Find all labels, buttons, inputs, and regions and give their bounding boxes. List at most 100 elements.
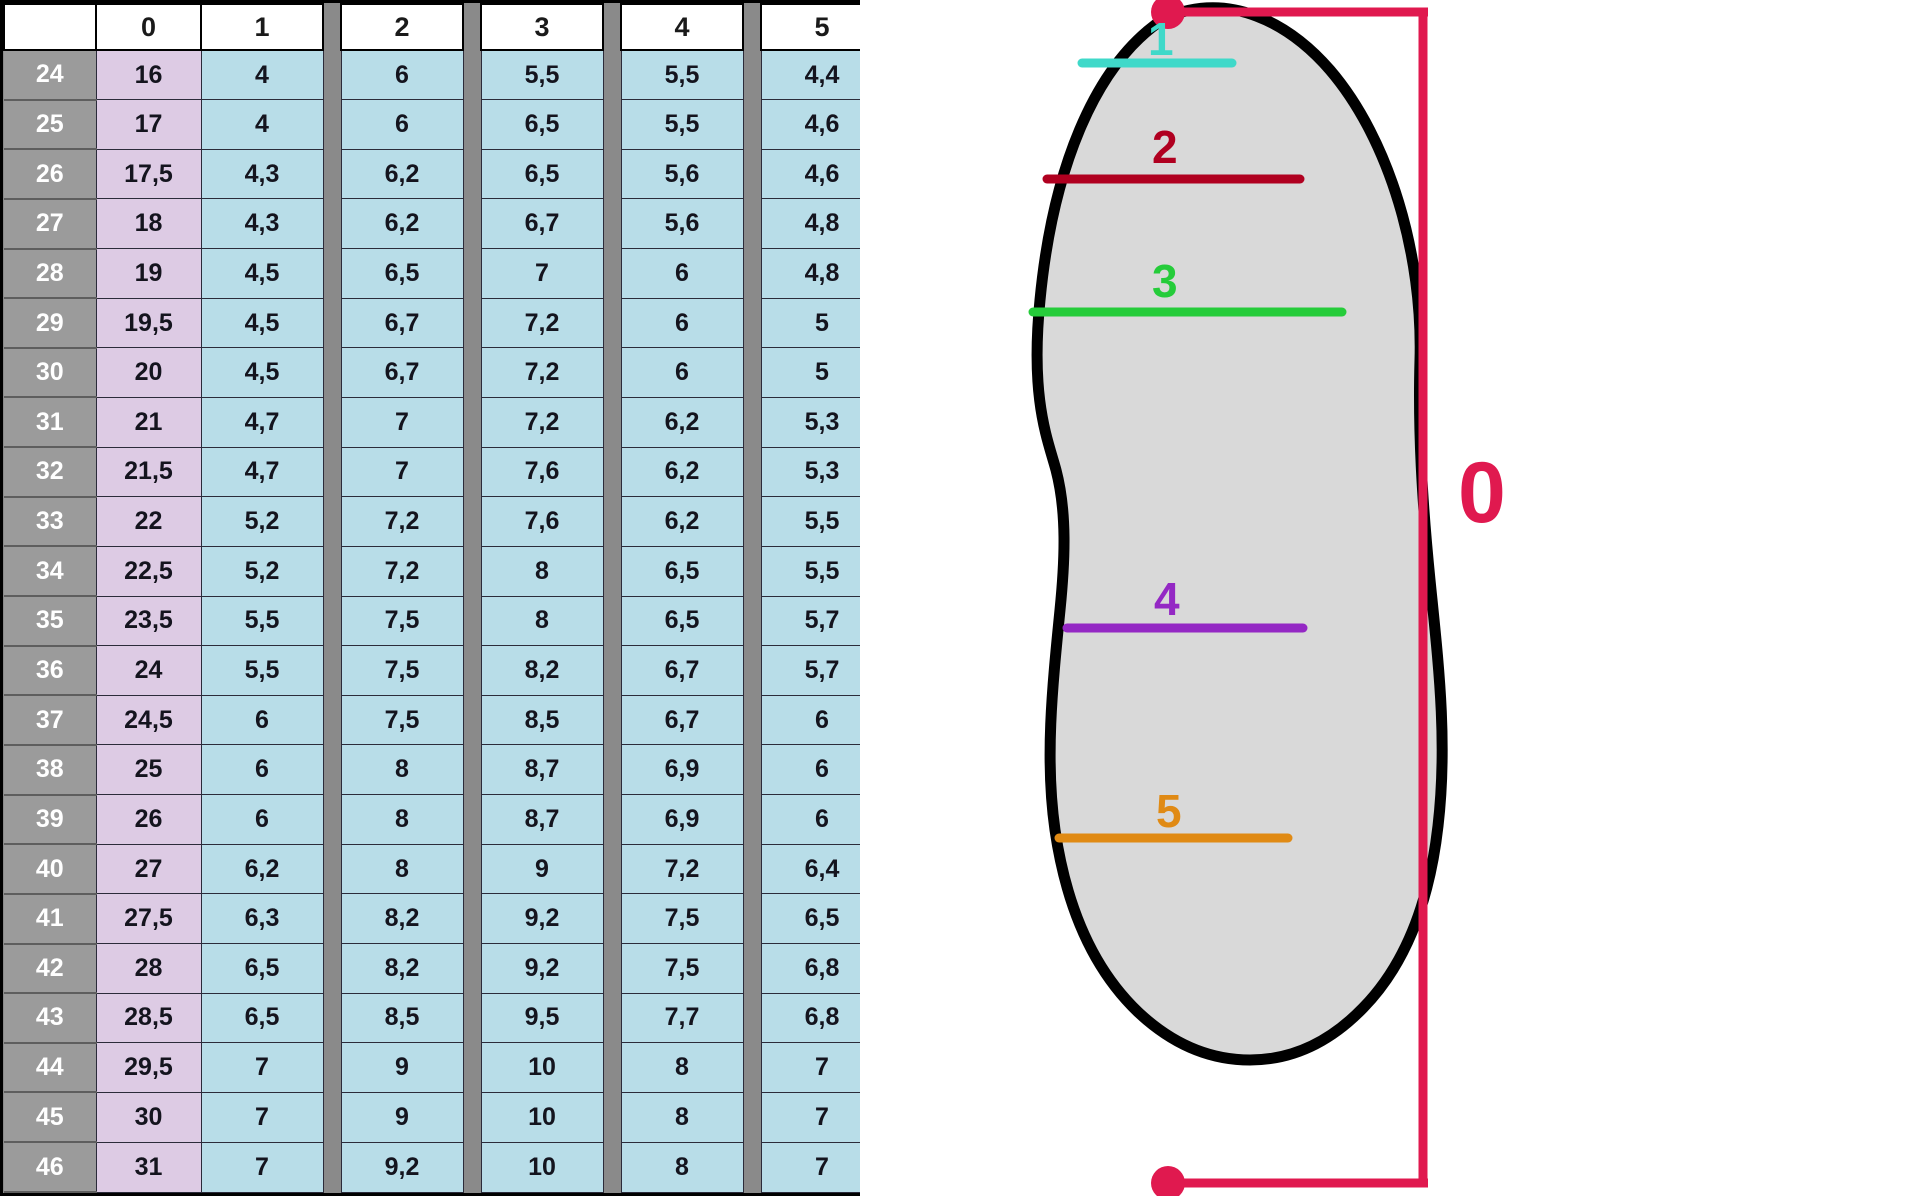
gutter-cell bbox=[743, 596, 761, 646]
gutter-cell bbox=[323, 149, 341, 199]
gutter-cell bbox=[463, 844, 481, 894]
table-cell-col-3: 8,2 bbox=[480, 645, 604, 696]
table-cell-col-0: 21 bbox=[95, 396, 202, 448]
row-header-size: 30 bbox=[4, 346, 96, 399]
table-cell-col-2: 7,5 bbox=[340, 595, 464, 647]
row-header-size: 39 bbox=[4, 793, 96, 846]
table-cell-col-4: 5,5 bbox=[620, 99, 744, 150]
table-cell-col-4: 5,6 bbox=[620, 198, 744, 250]
table-cell-col-2: 6 bbox=[340, 49, 464, 101]
table-cell-col-4: 5,5 bbox=[620, 49, 744, 101]
gutter-cell bbox=[603, 397, 621, 448]
table-cell-col-1: 6,2 bbox=[200, 843, 324, 895]
column-header-4: 4 bbox=[620, 3, 744, 51]
table-row: 29 19,5 4,5 6,7 7,2 6 5 bbox=[4, 297, 884, 349]
table-cell-col-2: 6 bbox=[340, 99, 464, 150]
table-cell-col-2: 9 bbox=[340, 1042, 464, 1093]
table-cell-col-3: 6,5 bbox=[480, 99, 604, 150]
column-header-0: 0 bbox=[95, 3, 202, 51]
table-cell-col-4: 6,5 bbox=[620, 595, 744, 647]
row-header-size: 36 bbox=[4, 644, 96, 697]
table-cell-col-3: 9,5 bbox=[480, 992, 604, 1044]
table-cell-col-2: 6,7 bbox=[340, 297, 464, 349]
row-header-size: 33 bbox=[4, 495, 96, 548]
table-row: 43 28,5 6,5 8,5 9,5 7,7 6,8 bbox=[4, 992, 884, 1044]
row-header-size: 29 bbox=[4, 297, 96, 349]
table-row: 31 21 4,7 7 7,2 6,2 5,3 bbox=[4, 396, 884, 449]
table-cell-col-0: 26 bbox=[95, 794, 202, 845]
gutter-cell bbox=[743, 943, 761, 994]
gutter-cell bbox=[603, 496, 621, 547]
table-cell-col-0: 29,5 bbox=[95, 1042, 202, 1093]
gutter-cell bbox=[603, 546, 621, 597]
gutter-cell bbox=[323, 347, 341, 398]
table-cell-col-1: 6 bbox=[200, 744, 324, 796]
table-cell-col-1: 7 bbox=[200, 1042, 324, 1093]
gutter-cell bbox=[603, 744, 621, 795]
row-header-size: 41 bbox=[4, 892, 96, 945]
table-cell-col-1: 5,5 bbox=[200, 645, 324, 696]
column-header-1: 1 bbox=[200, 3, 324, 51]
table-cell-col-4: 7,5 bbox=[620, 943, 744, 994]
row-header-size: 28 bbox=[4, 247, 96, 300]
gutter-cell bbox=[463, 496, 481, 547]
table-cell-col-4: 8 bbox=[620, 1042, 744, 1093]
gutter-cell bbox=[603, 447, 621, 497]
table-cell-col-2: 6,2 bbox=[340, 198, 464, 250]
gutter-cell bbox=[603, 149, 621, 199]
gutter-cell bbox=[463, 645, 481, 696]
sole-diagram-panel: 1 2 3 4 5 0 bbox=[860, 0, 1920, 1196]
gutter-cell bbox=[463, 447, 481, 497]
table-cell-col-3: 10 bbox=[480, 1091, 604, 1143]
table-row: 25 17 4 6 6,5 5,5 4,6 bbox=[4, 98, 884, 151]
table-cell-col-3: 8 bbox=[480, 545, 604, 597]
gutter-cell bbox=[743, 1142, 761, 1192]
column-header-3: 3 bbox=[480, 3, 604, 51]
table-cell-col-1: 5,5 bbox=[200, 595, 324, 647]
gutter-cell bbox=[743, 447, 761, 497]
gutter-cell bbox=[603, 794, 621, 845]
gutter-cell bbox=[463, 1092, 481, 1143]
gutter-cell bbox=[463, 695, 481, 745]
gutter-cell bbox=[603, 99, 621, 150]
table-cell-col-4: 6,5 bbox=[620, 545, 744, 597]
gutter-cell bbox=[323, 1142, 341, 1192]
gutter-cell bbox=[463, 198, 481, 249]
table-cell-col-1: 7 bbox=[200, 1091, 324, 1143]
gutter-cell bbox=[323, 744, 341, 795]
gutter-cell bbox=[603, 645, 621, 696]
measure-label-2: 2 bbox=[1152, 121, 1178, 173]
table-cell-col-4: 6 bbox=[620, 248, 744, 299]
gutter-cell bbox=[603, 248, 621, 299]
table-row: 27 18 4,3 6,2 6,7 5,6 4,8 bbox=[4, 197, 884, 250]
table-cell-col-3: 9,2 bbox=[480, 893, 604, 945]
gutter-cell bbox=[743, 50, 761, 100]
table-cell-col-3: 7,2 bbox=[480, 396, 604, 448]
gutter-cell bbox=[323, 645, 341, 696]
table-row: 36 24 5,5 7,5 8,2 6,7 5,7 bbox=[4, 644, 884, 697]
gutter-cell bbox=[323, 844, 341, 894]
row-header-size: 40 bbox=[4, 843, 96, 895]
measure-label-3: 3 bbox=[1152, 255, 1178, 307]
row-header-size: 45 bbox=[4, 1091, 96, 1144]
gutter-cell bbox=[323, 546, 341, 597]
gutter-cell bbox=[743, 347, 761, 398]
measure-label-0: 0 bbox=[1458, 445, 1506, 541]
gutter-cell bbox=[463, 347, 481, 398]
table-cell-col-0: 16 bbox=[95, 49, 202, 101]
gutter-cell bbox=[743, 695, 761, 745]
table-row: 34 22,5 5,2 7,2 8 6,5 5,5 bbox=[4, 545, 884, 598]
table-cell-col-4: 7,2 bbox=[620, 843, 744, 895]
table-cell-col-1: 5,2 bbox=[200, 545, 324, 597]
table-cell-col-0: 24,5 bbox=[95, 694, 202, 746]
gutter-1 bbox=[323, 4, 341, 50]
table-cell-col-1: 6 bbox=[200, 794, 324, 845]
gutter-2 bbox=[463, 4, 481, 50]
table-cell-col-1: 6,5 bbox=[200, 992, 324, 1044]
gutter-cell bbox=[323, 943, 341, 994]
table-row: 24 16 4 6 5,5 5,5 4,4 bbox=[4, 49, 884, 101]
row-header-size: 37 bbox=[4, 694, 96, 746]
gutter-cell bbox=[323, 298, 341, 348]
gutter-cell bbox=[603, 198, 621, 249]
